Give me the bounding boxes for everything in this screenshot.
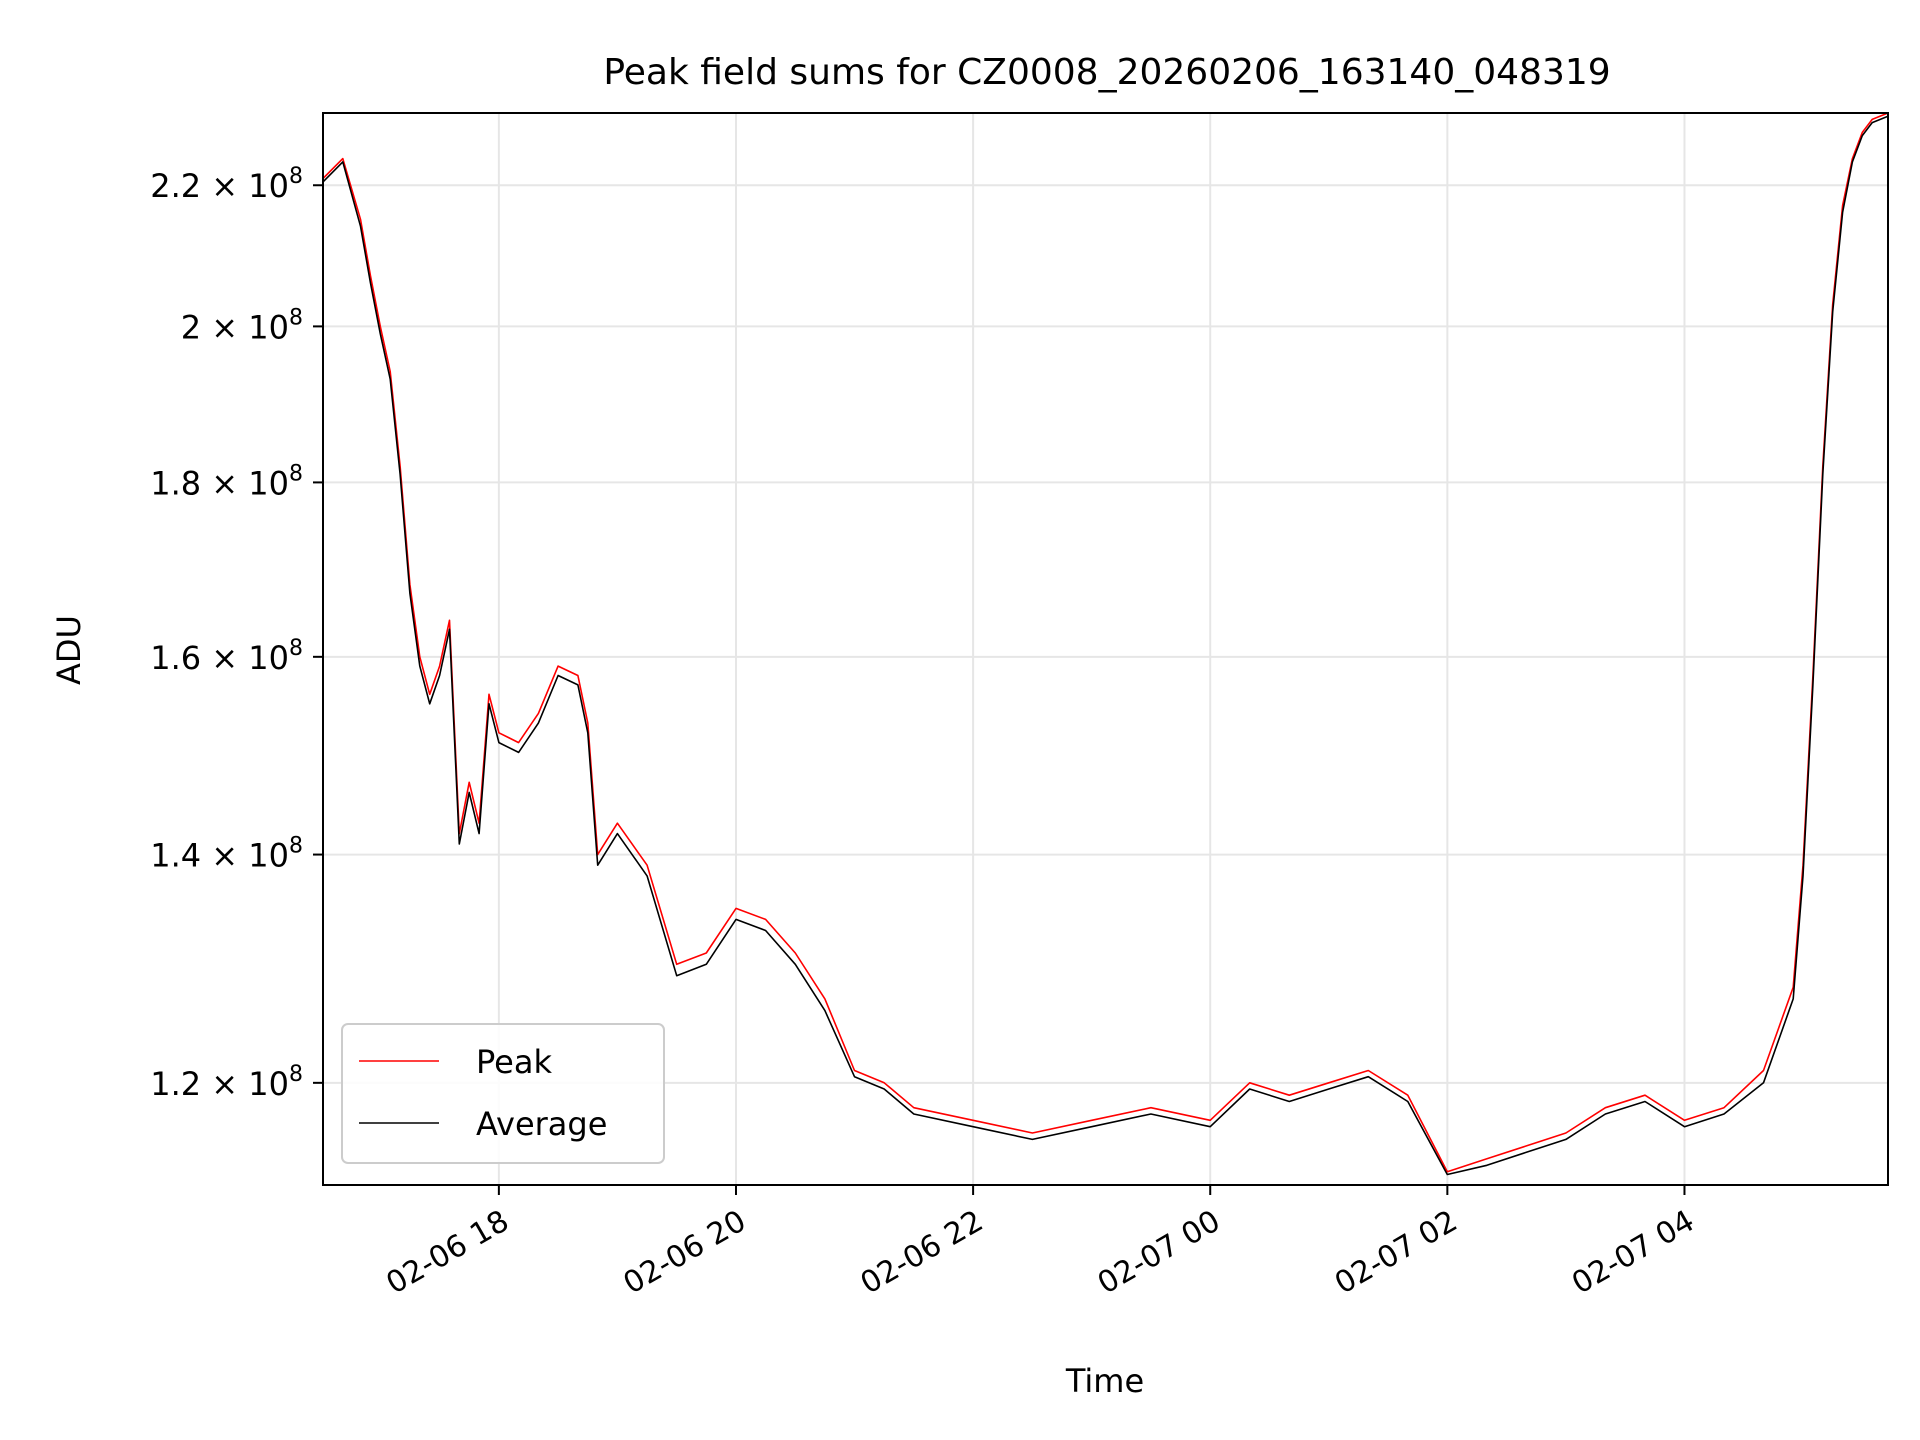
- y-tick-label: 1.4 × 108: [150, 834, 303, 875]
- series-line-average: [322, 115, 1889, 1176]
- y-tick-mantissa: 1.8: [150, 464, 201, 502]
- y-tick-mantissa: 1.4: [150, 837, 201, 875]
- y-tick-label: 1.6 × 108: [150, 636, 303, 677]
- y-tick-times: × 10: [201, 1065, 289, 1103]
- y-tick-label: 2 × 108: [181, 305, 303, 346]
- y-tick-label: 1.8 × 108: [150, 461, 303, 502]
- legend: Peak Average: [341, 1023, 665, 1164]
- y-tick-times: × 10: [201, 167, 289, 205]
- y-tick-label: 2.2 × 108: [150, 164, 303, 205]
- y-tick-times: × 10: [201, 308, 289, 346]
- y-tick-exponent: 8: [289, 636, 303, 661]
- y-tick-mantissa: 1.2: [150, 1065, 201, 1103]
- y-tick-exponent: 8: [289, 834, 303, 859]
- y-tick-mantissa: 2: [181, 308, 201, 346]
- y-tick-mantissa: 2.2: [150, 167, 201, 205]
- y-tick-exponent: 8: [289, 1062, 303, 1087]
- y-tick-label: 1.2 × 108: [150, 1062, 303, 1103]
- y-tick-times: × 10: [201, 464, 289, 502]
- y-tick-mantissa: 1.6: [150, 639, 201, 677]
- y-tick-times: × 10: [201, 639, 289, 677]
- chart-title: Peak field sums for CZ0008_20260206_1631…: [603, 52, 1610, 93]
- y-axis-label: ADU: [50, 615, 88, 685]
- legend-box: [341, 1023, 665, 1164]
- y-tick-times: × 10: [201, 837, 289, 875]
- series-lines: [322, 112, 1889, 1176]
- legend-label-peak: Peak: [476, 1043, 552, 1081]
- y-tick-exponent: 8: [289, 461, 303, 486]
- x-axis-label: Time: [1065, 1362, 1144, 1400]
- grid: [323, 113, 1888, 1185]
- series-line-peak: [322, 112, 1889, 1173]
- y-tick-exponent: 8: [289, 305, 303, 330]
- plot-frame: [322, 112, 1889, 1186]
- legend-label-average: Average: [476, 1105, 607, 1143]
- y-tick-exponent: 8: [289, 164, 303, 189]
